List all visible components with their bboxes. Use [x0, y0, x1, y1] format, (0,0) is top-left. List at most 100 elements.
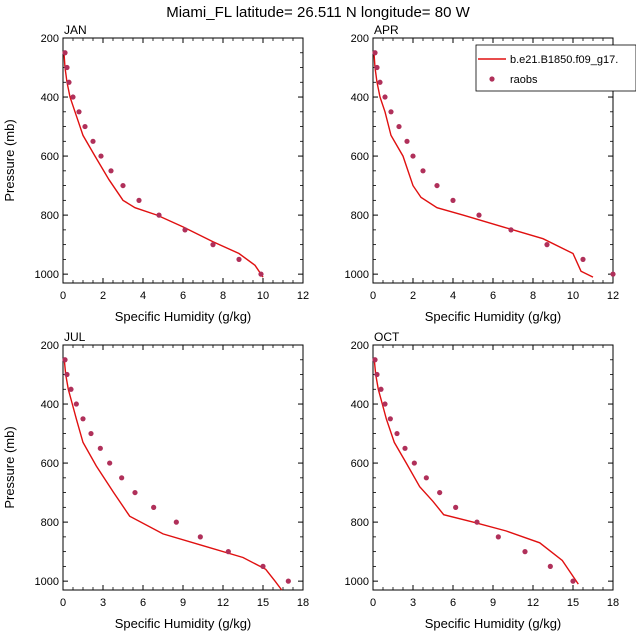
obs-point [410, 153, 416, 159]
y-tick-label: 400 [41, 399, 59, 411]
x-axis-label: Specific Humidity (g/kg) [425, 309, 562, 324]
obs-point [151, 504, 157, 510]
x-axis-label: Specific Humidity (g/kg) [425, 616, 562, 631]
obs-point [434, 182, 440, 189]
obs-point [62, 357, 68, 363]
obs-point [374, 371, 380, 378]
obs-point [210, 242, 216, 248]
legend-obs-swatch [489, 76, 495, 82]
obs-point [570, 578, 576, 584]
x-tick-label: 15 [257, 597, 269, 609]
obs-point [495, 534, 501, 540]
obs-point [236, 256, 242, 262]
obs-point [377, 79, 383, 85]
obs-point [107, 460, 113, 466]
obs-point [382, 94, 388, 100]
obs-point [404, 138, 410, 144]
x-tick-label: 8 [530, 290, 536, 302]
obs-point [453, 504, 459, 510]
obs-point [173, 519, 179, 525]
y-tick-label: 800 [41, 517, 59, 529]
model-line [373, 52, 594, 278]
y-tick-label: 600 [41, 458, 59, 470]
x-tick-label: 4 [450, 290, 456, 302]
obs-point [156, 212, 162, 218]
y-tick-label: 200 [351, 340, 369, 352]
obs-point [372, 50, 378, 56]
y-tick-label: 600 [41, 151, 59, 163]
obs-point [68, 386, 74, 392]
y-tick-label: 1000 [345, 269, 369, 281]
x-tick-label: 2 [100, 290, 106, 302]
x-tick-label: 9 [180, 597, 186, 609]
y-tick-label: 800 [351, 517, 369, 529]
obs-point [90, 138, 96, 144]
x-tick-label: 6 [450, 597, 456, 609]
obs-point [437, 489, 443, 496]
x-tick-label: 12 [607, 290, 619, 302]
y-tick-label: 200 [351, 33, 369, 45]
x-tick-label: 2 [410, 290, 416, 302]
obs-point [182, 227, 188, 233]
panel-title: JAN [64, 23, 87, 37]
x-tick-label: 3 [410, 597, 416, 609]
figure-title: Miami_FL latitude= 26.511 N longitude= 8… [166, 4, 470, 21]
x-tick-label: 12 [297, 290, 309, 302]
y-tick-label: 800 [41, 210, 59, 222]
obs-point [108, 168, 114, 174]
y-tick-label: 600 [351, 151, 369, 163]
obs-point [474, 519, 480, 525]
obs-point [388, 109, 394, 115]
obs-point [66, 79, 72, 85]
x-tick-label: 6 [490, 290, 496, 302]
y-tick-label: 1000 [345, 576, 369, 588]
obs-point [387, 416, 393, 422]
obs-point [450, 197, 456, 203]
obs-point [97, 445, 103, 451]
obs-point [132, 489, 138, 496]
obs-point [374, 64, 380, 71]
x-tick-label: 10 [567, 290, 579, 302]
obs-point [197, 534, 203, 540]
x-tick-label: 6 [140, 597, 146, 609]
x-tick-label: 0 [60, 597, 66, 609]
y-axis-label: Pressure (mb) [2, 426, 17, 508]
model-line [63, 359, 283, 591]
model-line [63, 52, 264, 278]
y-tick-label: 200 [41, 33, 59, 45]
obs-point [402, 445, 408, 451]
obs-point [62, 50, 68, 56]
x-tick-label: 4 [140, 290, 146, 302]
panel-title: JUL [64, 330, 86, 344]
obs-point [88, 430, 94, 437]
x-tick-label: 12 [217, 597, 229, 609]
x-tick-label: 9 [490, 597, 496, 609]
x-tick-label: 8 [220, 290, 226, 302]
obs-point [411, 460, 417, 466]
obs-point [580, 256, 586, 262]
x-tick-label: 12 [527, 597, 539, 609]
obs-point [225, 549, 231, 555]
obs-point [522, 549, 528, 555]
panel-title: APR [374, 23, 399, 37]
panel-title: OCT [374, 330, 400, 344]
x-tick-label: 10 [257, 290, 269, 302]
obs-point [64, 371, 70, 378]
obs-point [547, 563, 553, 569]
panel-oct: 0 3 6 9 12 15 18 200 400 600 800 1000 OCT Specific Hu… [345, 330, 620, 631]
x-tick-label: 6 [180, 290, 186, 302]
x-axis-label: Specific Humidity (g/kg) [115, 309, 252, 324]
obs-point [610, 271, 616, 277]
obs-point [260, 563, 266, 569]
legend-box [475, 44, 636, 92]
x-tick-label: 0 [370, 597, 376, 609]
obs-point [98, 153, 104, 159]
panel-jan: 0 2 4 6 8 10 12 200 400 600 800 1000 JAN Specific Hum… [2, 23, 309, 324]
obs-point [80, 416, 86, 422]
obs-point [476, 212, 482, 218]
x-tick-label: 3 [100, 597, 106, 609]
x-tick-label: 18 [607, 597, 619, 609]
y-tick-label: 200 [41, 340, 59, 352]
